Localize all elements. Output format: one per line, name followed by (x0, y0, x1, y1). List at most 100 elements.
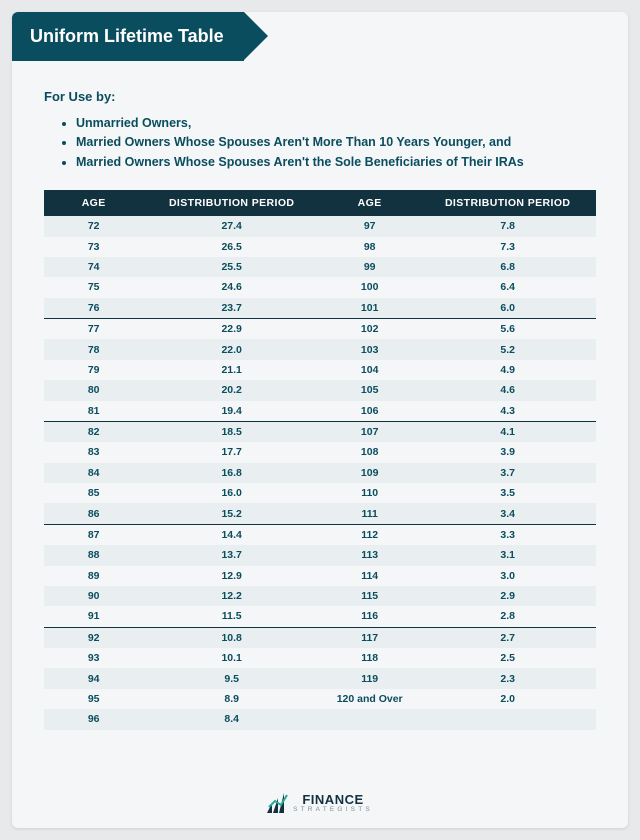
table-row: 8516.01103.5 (44, 483, 596, 503)
cell-dist: 8.9 (143, 689, 320, 709)
cell-dist: 12.2 (143, 586, 320, 606)
cell-age: 109 (320, 463, 419, 483)
cell-age: 105 (320, 380, 419, 400)
cell-age: 93 (44, 648, 143, 668)
cell-dist: 26.5 (143, 237, 320, 257)
cell-age: 117 (320, 627, 419, 648)
cell-age: 118 (320, 648, 419, 668)
cell-age: 73 (44, 237, 143, 257)
col-dist-1: DISTRIBUTION PERIOD (143, 190, 320, 216)
cell-age: 113 (320, 545, 419, 565)
cell-age: 77 (44, 319, 143, 340)
table-row: 8714.41123.3 (44, 524, 596, 545)
cell-dist: 3.5 (419, 483, 596, 503)
table-row: 9210.81172.7 (44, 627, 596, 648)
footer-logo: FINANCE STRATEGISTS (12, 793, 628, 818)
cell-dist: 2.9 (419, 586, 596, 606)
table-row: 949.51192.3 (44, 668, 596, 688)
table-row: 8020.21054.6 (44, 380, 596, 400)
cell-dist: 15.2 (143, 503, 320, 524)
cell-age: 111 (320, 503, 419, 524)
cell-dist: 16.0 (143, 483, 320, 503)
cell-age: 115 (320, 586, 419, 606)
cell-dist: 7.8 (419, 216, 596, 236)
cell-age: 78 (44, 339, 143, 359)
cell-age: 79 (44, 360, 143, 380)
cell-age: 119 (320, 668, 419, 688)
cell-age: 94 (44, 668, 143, 688)
cell-age: 97 (320, 216, 419, 236)
cell-age: 83 (44, 442, 143, 462)
page-title: Uniform Lifetime Table (30, 26, 224, 46)
cell-dist: 13.7 (143, 545, 320, 565)
cell-dist: 3.9 (419, 442, 596, 462)
cell-dist: 21.1 (143, 360, 320, 380)
cell-dist: 17.7 (143, 442, 320, 462)
cell-dist: 4.9 (419, 360, 596, 380)
content-area: For Use by: Unmarried Owners, Married Ow… (12, 61, 628, 740)
cell-age: 86 (44, 503, 143, 524)
cell-age: 101 (320, 298, 419, 319)
col-age-1: AGE (44, 190, 143, 216)
card: Uniform Lifetime Table For Use by: Unmar… (12, 12, 628, 828)
cell-dist: 10.8 (143, 627, 320, 648)
cell-age: 72 (44, 216, 143, 236)
logo-line1: FINANCE (293, 793, 373, 806)
table-row: 8615.21113.4 (44, 503, 596, 524)
table-row: 8813.71133.1 (44, 545, 596, 565)
cell-age: 102 (320, 319, 419, 340)
table-row: 8119.41064.3 (44, 401, 596, 422)
cell-dist: 4.3 (419, 401, 596, 422)
table-row: 8416.81093.7 (44, 463, 596, 483)
cell-age: 120 and Over (320, 689, 419, 709)
table-row: 7524.61006.4 (44, 277, 596, 297)
cell-dist: 6.4 (419, 277, 596, 297)
cell-age: 82 (44, 421, 143, 442)
cell-age: 98 (320, 237, 419, 257)
cell-dist: 10.1 (143, 648, 320, 668)
cell-dist: 23.7 (143, 298, 320, 319)
cell-dist: 3.0 (419, 566, 596, 586)
cell-age: 84 (44, 463, 143, 483)
cell-dist: 8.4 (143, 709, 320, 729)
cell-dist: 3.4 (419, 503, 596, 524)
table-row: 9111.51162.8 (44, 606, 596, 627)
table-row: 7623.71016.0 (44, 298, 596, 319)
list-item: Unmarried Owners, (76, 114, 596, 133)
cell-age: 108 (320, 442, 419, 462)
cell-dist: 18.5 (143, 421, 320, 442)
list-item: Married Owners Whose Spouses Aren't the … (76, 153, 596, 172)
table-row: 7921.11044.9 (44, 360, 596, 380)
table-row: 7722.91025.6 (44, 319, 596, 340)
cell-dist: 2.8 (419, 606, 596, 627)
table-row: 8317.71083.9 (44, 442, 596, 462)
table-row: 9012.21152.9 (44, 586, 596, 606)
cell-age: 110 (320, 483, 419, 503)
table-row: 7425.5996.8 (44, 257, 596, 277)
table-row: 8912.91143.0 (44, 566, 596, 586)
cell-dist: 5.2 (419, 339, 596, 359)
cell-age: 112 (320, 524, 419, 545)
cell-age: 103 (320, 339, 419, 359)
cell-age: 80 (44, 380, 143, 400)
cell-dist: 2.3 (419, 668, 596, 688)
cell-age: 100 (320, 277, 419, 297)
cell-age: 81 (44, 401, 143, 422)
cell-dist: 6.8 (419, 257, 596, 277)
cell-dist: 7.3 (419, 237, 596, 257)
col-dist-2: DISTRIBUTION PERIOD (419, 190, 596, 216)
cell-dist: 4.1 (419, 421, 596, 442)
cell-age: 87 (44, 524, 143, 545)
lead-text: For Use by: (44, 89, 596, 104)
cell-age (320, 709, 419, 729)
cell-age: 75 (44, 277, 143, 297)
cell-dist: 6.0 (419, 298, 596, 319)
cell-age: 91 (44, 606, 143, 627)
cell-dist: 2.7 (419, 627, 596, 648)
cell-age: 99 (320, 257, 419, 277)
logo-text: FINANCE STRATEGISTS (293, 793, 373, 814)
table-row: 968.4 (44, 709, 596, 729)
cell-dist (419, 709, 596, 729)
table-row: 958.9120 and Over2.0 (44, 689, 596, 709)
cell-dist: 25.5 (143, 257, 320, 277)
